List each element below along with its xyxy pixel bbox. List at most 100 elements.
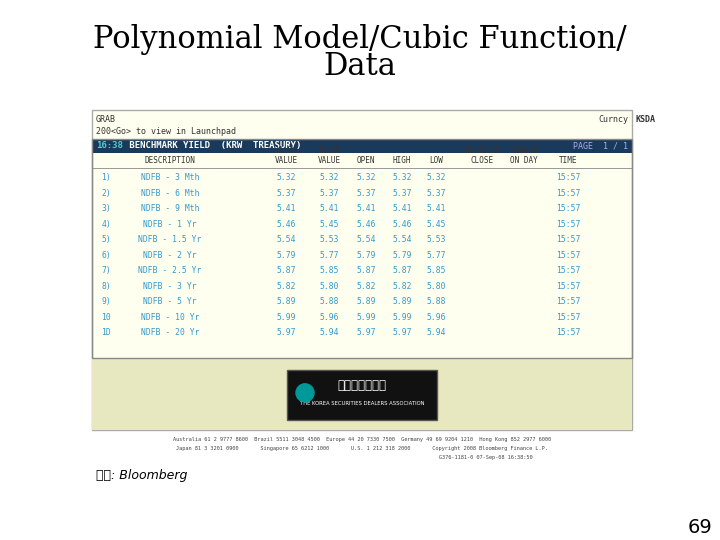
Text: 5.54: 5.54 xyxy=(276,235,296,245)
Text: NDFB - 1 Yr: NDFB - 1 Yr xyxy=(143,220,197,229)
Text: 15:57: 15:57 xyxy=(556,282,580,291)
Text: NDFB - 10 Yr: NDFB - 10 Yr xyxy=(140,313,199,322)
Text: BENCHMARK YIELD  (KRW  TREASURY): BENCHMARK YIELD (KRW TREASURY) xyxy=(124,141,302,151)
Text: 5): 5) xyxy=(101,235,111,245)
Text: CLOSE: CLOSE xyxy=(470,157,494,165)
Text: THE KOREA SECURITIES DEALERS ASSOCIATION: THE KOREA SECURITIES DEALERS ASSOCIATION xyxy=(300,401,424,406)
Text: 5.82: 5.82 xyxy=(276,282,296,291)
Text: 15:57: 15:57 xyxy=(556,205,580,213)
Text: 한국증권업협회: 한국증권업협회 xyxy=(338,379,387,393)
Text: 5.88: 5.88 xyxy=(319,298,338,306)
Text: 5.85: 5.85 xyxy=(426,266,446,275)
Bar xyxy=(92,139,632,358)
Text: DESCRIPTION: DESCRIPTION xyxy=(145,157,195,165)
Text: 7): 7) xyxy=(101,266,111,275)
Text: 11:30: 11:30 xyxy=(274,146,297,156)
Text: 5.37: 5.37 xyxy=(426,189,446,198)
Text: 5.53: 5.53 xyxy=(319,235,338,245)
Text: 15:57: 15:57 xyxy=(556,313,580,322)
Text: 10: 10 xyxy=(101,313,111,322)
Text: 8): 8) xyxy=(101,282,111,291)
Text: VALUE: VALUE xyxy=(274,157,297,165)
Text: 15:57: 15:57 xyxy=(556,298,580,306)
Text: 5.79: 5.79 xyxy=(356,251,376,260)
Text: 5.96: 5.96 xyxy=(319,313,338,322)
Text: 5.32: 5.32 xyxy=(392,173,412,183)
Text: 5.89: 5.89 xyxy=(392,298,412,306)
Text: 5.32: 5.32 xyxy=(426,173,446,183)
Text: 16:38: 16:38 xyxy=(96,141,123,151)
Text: Australia 61 2 9777 8600  Brazil 5511 3048 4500  Europe 44 20 7330 7500  Germany: Australia 61 2 9777 8600 Brazil 5511 304… xyxy=(173,437,551,442)
Text: 5.96: 5.96 xyxy=(426,313,446,322)
Text: 5.54: 5.54 xyxy=(392,235,412,245)
Text: 5.41: 5.41 xyxy=(392,205,412,213)
Text: 5.80: 5.80 xyxy=(319,282,338,291)
Text: 5.77: 5.77 xyxy=(319,251,338,260)
Text: PAGE  1 / 1: PAGE 1 / 1 xyxy=(573,141,628,151)
Text: 5.85: 5.85 xyxy=(319,266,338,275)
Text: Japan 81 3 3201 0900       Singapore 65 6212 1000       U.S. 1 212 318 2000     : Japan 81 3 3201 0900 Singapore 65 6212 1… xyxy=(176,446,548,451)
Text: 5.99: 5.99 xyxy=(356,313,376,322)
Text: LOW: LOW xyxy=(429,157,443,165)
Text: 15:57: 15:57 xyxy=(556,328,580,338)
Text: 5.45: 5.45 xyxy=(319,220,338,229)
Text: 5.94: 5.94 xyxy=(426,328,446,338)
Text: 5.89: 5.89 xyxy=(356,298,376,306)
Text: PREVIOUS: PREVIOUS xyxy=(464,146,500,156)
Text: 15:30: 15:30 xyxy=(318,146,341,156)
Text: 5.46: 5.46 xyxy=(392,220,412,229)
Text: Curncy: Curncy xyxy=(598,116,628,124)
Text: 5.97: 5.97 xyxy=(392,328,412,338)
Text: 자료: Bloomberg: 자료: Bloomberg xyxy=(96,469,187,482)
Text: OPEN: OPEN xyxy=(356,157,375,165)
Text: 5.37: 5.37 xyxy=(356,189,376,198)
Text: 1D: 1D xyxy=(101,328,111,338)
Text: 9): 9) xyxy=(101,298,111,306)
Text: 200<Go> to view in Launchpad: 200<Go> to view in Launchpad xyxy=(96,127,236,137)
Text: 5.45: 5.45 xyxy=(426,220,446,229)
Text: NDFB - 2 Yr: NDFB - 2 Yr xyxy=(143,251,197,260)
Text: 15:57: 15:57 xyxy=(556,251,580,260)
Text: 5.53: 5.53 xyxy=(426,235,446,245)
Circle shape xyxy=(296,384,314,402)
Text: 1): 1) xyxy=(101,173,111,183)
Text: 5.41: 5.41 xyxy=(319,205,338,213)
Text: 5.37: 5.37 xyxy=(276,189,296,198)
Text: NDFB - 1.5 Yr: NDFB - 1.5 Yr xyxy=(138,235,202,245)
Bar xyxy=(92,139,632,153)
Text: 5.87: 5.87 xyxy=(392,266,412,275)
Text: 5.89: 5.89 xyxy=(276,298,296,306)
Text: 5.41: 5.41 xyxy=(356,205,376,213)
Text: 5.37: 5.37 xyxy=(392,189,412,198)
Text: 5.41: 5.41 xyxy=(276,205,296,213)
Text: 5.82: 5.82 xyxy=(392,282,412,291)
Text: 15:57: 15:57 xyxy=(556,235,580,245)
Text: 5.32: 5.32 xyxy=(276,173,296,183)
Text: 4): 4) xyxy=(101,220,111,229)
Text: 5.46: 5.46 xyxy=(356,220,376,229)
Text: GRAB: GRAB xyxy=(96,116,116,124)
Text: 5.99: 5.99 xyxy=(276,313,296,322)
Text: 5.79: 5.79 xyxy=(392,251,412,260)
Text: 5.80: 5.80 xyxy=(426,282,446,291)
Text: Data: Data xyxy=(323,51,397,83)
Text: 5.32: 5.32 xyxy=(319,173,338,183)
Text: NDFB - 5 Yr: NDFB - 5 Yr xyxy=(143,298,197,306)
Text: 5.32: 5.32 xyxy=(356,173,376,183)
Text: 5.77: 5.77 xyxy=(426,251,446,260)
Text: VALUE: VALUE xyxy=(318,157,341,165)
Text: 5.87: 5.87 xyxy=(356,266,376,275)
Text: 5.97: 5.97 xyxy=(276,328,296,338)
Text: 5.37: 5.37 xyxy=(319,189,338,198)
Text: 15:57: 15:57 xyxy=(556,266,580,275)
Text: 5.88: 5.88 xyxy=(426,298,446,306)
Text: KSDA: KSDA xyxy=(636,116,656,124)
Text: 69: 69 xyxy=(688,518,712,537)
Text: 15:57: 15:57 xyxy=(556,173,580,183)
Text: 5.46: 5.46 xyxy=(276,220,296,229)
Text: 2): 2) xyxy=(101,189,111,198)
Text: NDFB - 20 Yr: NDFB - 20 Yr xyxy=(140,328,199,338)
Text: Polynomial Model/Cubic Function/: Polynomial Model/Cubic Function/ xyxy=(93,24,627,56)
Text: 5.54: 5.54 xyxy=(356,235,376,245)
Text: G376-1181-0 07-Sep-08 16:38:50: G376-1181-0 07-Sep-08 16:38:50 xyxy=(192,455,532,460)
